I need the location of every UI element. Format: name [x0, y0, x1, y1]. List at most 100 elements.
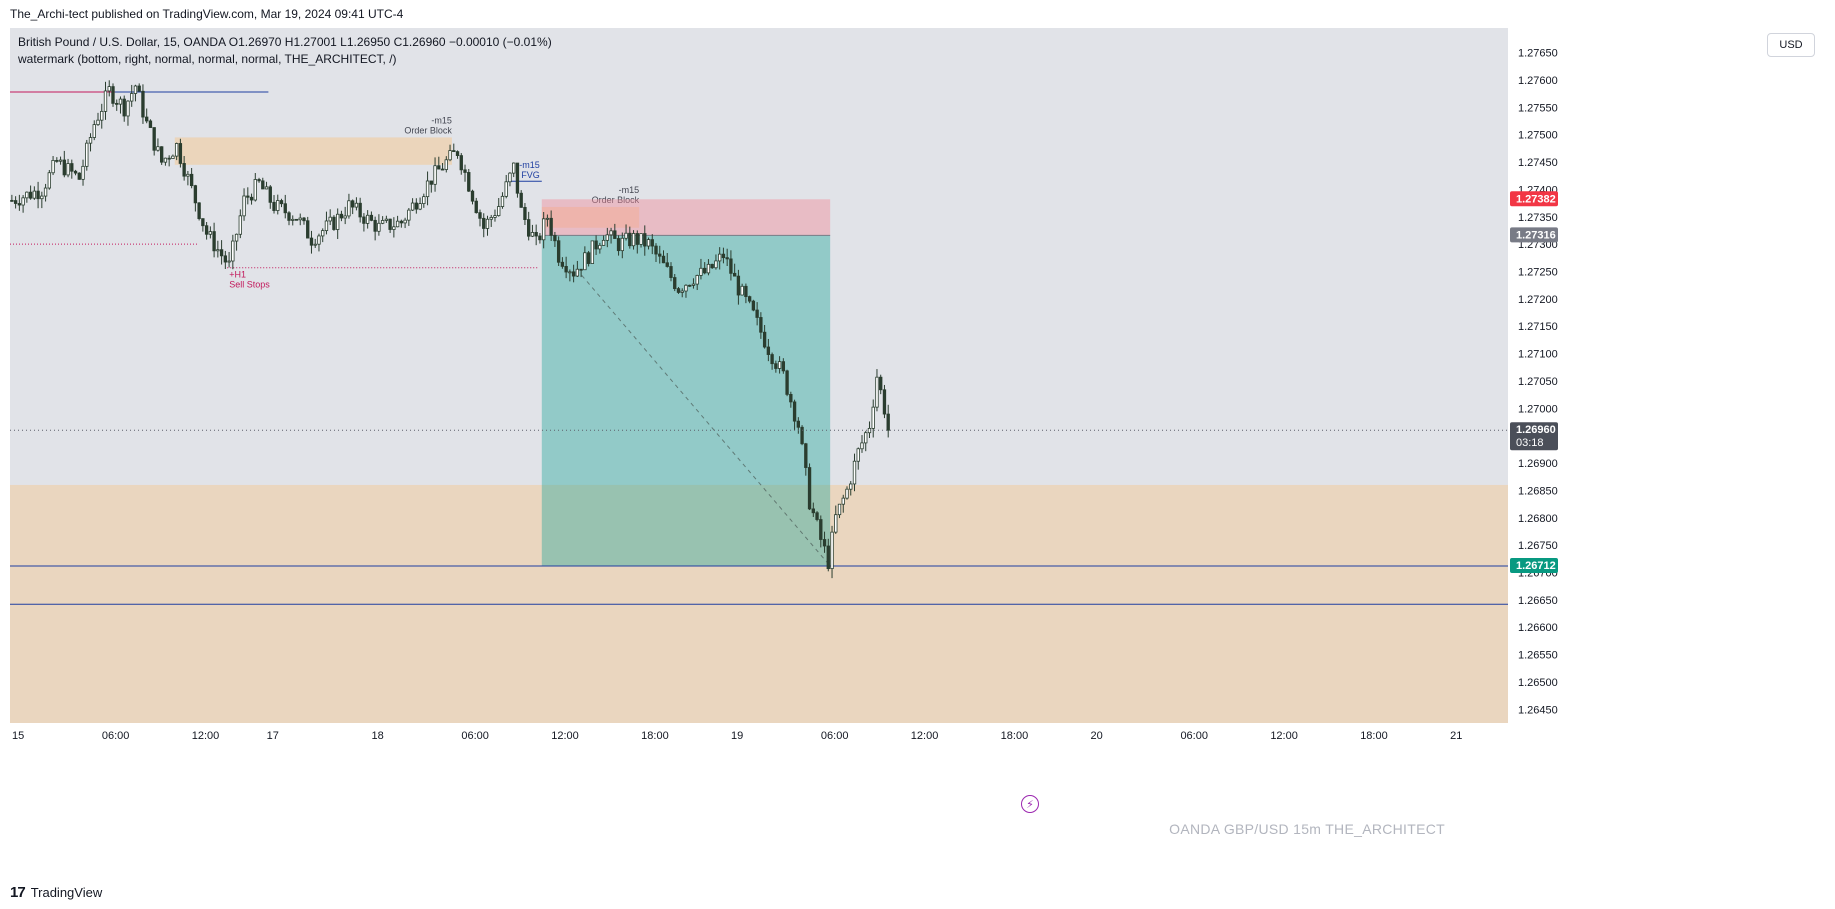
- candle-body: [156, 146, 160, 151]
- candle-body: [549, 217, 553, 236]
- chart-area[interactable]: -m15 Order Block -m15 Order Block -m15 FVG +H1…: [10, 28, 1823, 880]
- candle-body: [650, 239, 654, 247]
- candle-body: [879, 376, 883, 391]
- candle-body: [309, 237, 314, 246]
- candle-body: [268, 186, 272, 203]
- price-axis-tick: 1.27350: [1518, 212, 1558, 224]
- candle-body: [628, 232, 632, 247]
- candle-body: [77, 172, 81, 180]
- candle-body: [755, 309, 759, 318]
- time-axis-tick: 18:00: [1360, 730, 1388, 742]
- footer[interactable]: 17 TradingView: [10, 884, 102, 901]
- candle-body: [467, 172, 471, 192]
- candle-body: [253, 179, 257, 201]
- time-axis-tick: 12:00: [551, 730, 579, 742]
- candle-body: [815, 512, 819, 520]
- candle-body: [444, 159, 448, 170]
- time-axis-tick: 15: [12, 730, 24, 742]
- candle-body: [350, 200, 355, 208]
- candle-body: [785, 370, 789, 395]
- candle-body: [732, 272, 737, 277]
- candle-body: [680, 290, 684, 293]
- candle-body: [485, 218, 490, 229]
- candle-body: [635, 233, 639, 245]
- candle-body: [395, 220, 400, 228]
- candle-body: [673, 277, 677, 290]
- candle-body: [661, 255, 666, 264]
- candle-body: [766, 346, 771, 355]
- candle-body: [148, 120, 153, 128]
- candle-body: [875, 376, 879, 408]
- candle-body: [639, 233, 643, 245]
- price-axis-label: 1.26712: [1516, 560, 1556, 572]
- candle-body: [231, 240, 235, 262]
- time-axis-tick: 06:00: [102, 730, 130, 742]
- candle-body: [530, 232, 535, 237]
- candle-body: [830, 531, 834, 570]
- price-axis-tick: 1.27000: [1518, 403, 1558, 415]
- candle-body: [871, 406, 875, 429]
- candle-body: [437, 165, 441, 170]
- candle-body: [182, 163, 186, 177]
- candle-body: [62, 159, 66, 176]
- candle-body: [377, 222, 381, 232]
- candle-body: [100, 110, 104, 121]
- candle-body: [246, 195, 250, 198]
- time-axis-tick: 18:00: [641, 730, 669, 742]
- candle-body: [747, 296, 752, 302]
- candle-body: [373, 219, 377, 232]
- candle-body: [556, 240, 561, 263]
- candle-body: [841, 497, 845, 505]
- candle-body: [167, 157, 171, 160]
- candle-body: [822, 539, 827, 547]
- candle-body: [96, 119, 100, 126]
- candle-body: [201, 218, 205, 227]
- candle-body: [669, 266, 673, 278]
- candle-body: [849, 483, 853, 490]
- candle-body: [51, 160, 55, 174]
- price-axis-tick: 1.26550: [1518, 650, 1558, 662]
- candle-body: [792, 401, 797, 422]
- candle-body: [586, 252, 591, 264]
- candle-body: [410, 202, 415, 211]
- price-axis-label-bg: [1510, 557, 1558, 573]
- candle-body: [422, 196, 426, 205]
- candle-body: [133, 85, 138, 94]
- lightning-icon[interactable]: ⚡: [1021, 795, 1039, 813]
- order-block-zone: [174, 137, 452, 165]
- candle-body: [328, 216, 332, 222]
- price-axis-tick: 1.27600: [1518, 75, 1558, 87]
- candle-body: [448, 150, 452, 161]
- price-axis-label: 1.27316: [1516, 229, 1556, 241]
- order-block-label: Order Block: [404, 125, 452, 135]
- candle-body: [137, 85, 141, 92]
- candle-body: [643, 233, 647, 247]
- candle-body: [32, 190, 37, 199]
- candle-body: [796, 420, 800, 428]
- price-axis-tick: 1.27100: [1518, 349, 1558, 361]
- price-axis-label-bg: [1510, 422, 1558, 451]
- candle-body: [70, 163, 74, 172]
- candle-body: [807, 467, 812, 510]
- candle-body: [553, 234, 557, 242]
- candle-body: [804, 443, 808, 468]
- time-axis-pane: [10, 723, 1508, 880]
- candle-body: [249, 196, 254, 201]
- price-axis-tick: 1.26900: [1518, 458, 1558, 470]
- currency-button[interactable]: USD: [1767, 33, 1815, 57]
- indicator-legend[interactable]: watermark (bottom, right, normal, normal…: [18, 52, 397, 66]
- candle-body: [684, 284, 688, 292]
- candle-body: [272, 201, 276, 211]
- price-axis-tick: 1.27150: [1518, 321, 1558, 333]
- candle-body: [455, 151, 460, 156]
- time-axis-tick: 12:00: [1270, 730, 1298, 742]
- price-axis-tick: 1.27550: [1518, 102, 1558, 114]
- candle-body: [189, 173, 194, 187]
- candle-body: [17, 203, 22, 206]
- candle-body: [658, 253, 662, 257]
- candle-body: [365, 214, 370, 224]
- sell-stops-label: +H1: [229, 270, 246, 280]
- symbol-legend[interactable]: British Pound / U.S. Dollar, 15, OANDA O…: [18, 35, 552, 49]
- candle-body: [40, 195, 44, 200]
